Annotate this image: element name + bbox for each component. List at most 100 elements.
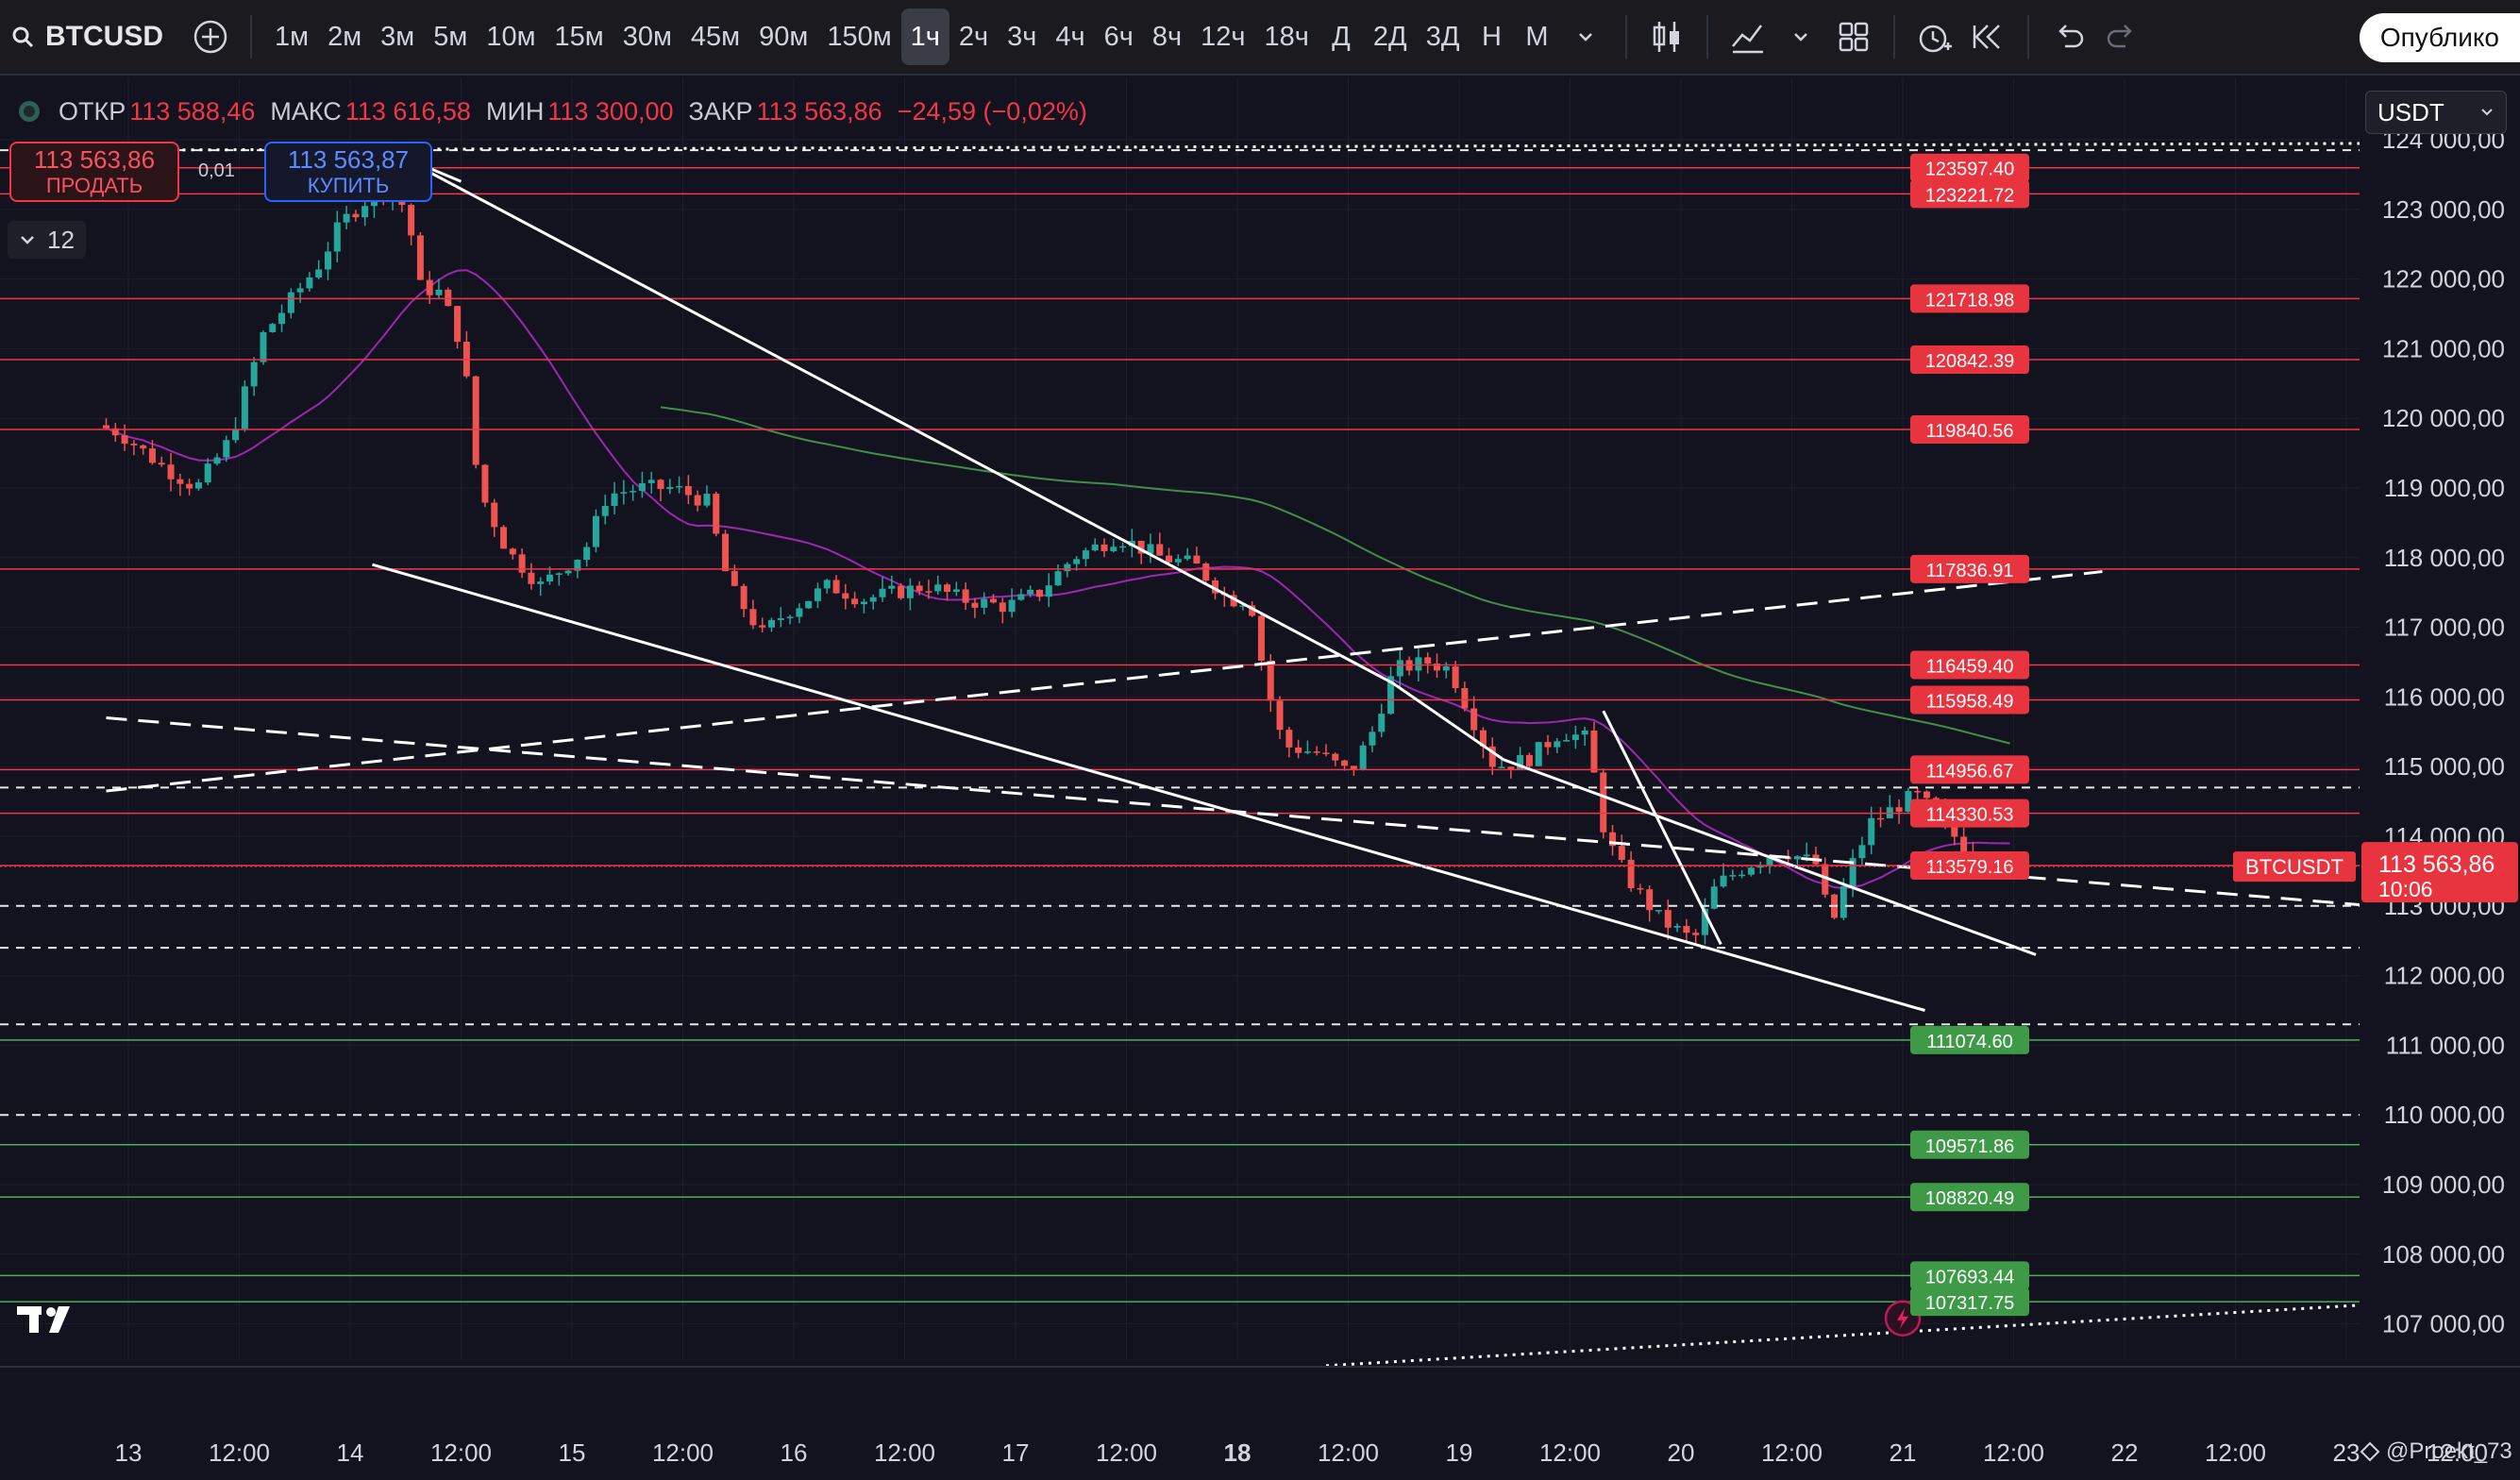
candle-body	[1174, 559, 1182, 563]
timeframe-3ч[interactable]: 3ч	[1007, 21, 1037, 52]
time-tick-label: 23	[2333, 1438, 2360, 1467]
candle-body	[1525, 754, 1533, 766]
time-tick-label: 12:00	[1096, 1438, 1157, 1467]
candle-body	[1045, 585, 1052, 597]
change-value: −24,59 (−0,02%)	[897, 96, 1087, 126]
watermark-text: @Proekt_73	[2386, 1438, 2512, 1464]
price-axis-background	[2360, 76, 2520, 1367]
candle-body	[611, 493, 618, 507]
timeframe-8ч[interactable]: 8ч	[1151, 21, 1183, 52]
candle-body	[1571, 734, 1579, 741]
publish-button[interactable]: Опублико	[2359, 13, 2520, 62]
candle-body	[1923, 791, 1930, 799]
indicators-dropdown[interactable]	[1774, 8, 1827, 65]
candle-body	[1137, 541, 1145, 554]
candle-body	[121, 435, 128, 445]
timeframe-15м[interactable]: 15м	[554, 21, 604, 52]
timeframe-1ч[interactable]: 1ч	[900, 8, 949, 65]
candle-body	[1415, 657, 1422, 671]
compare-symbol-button[interactable]	[184, 8, 237, 65]
timeframe-2Д[interactable]: 2Д	[1372, 21, 1407, 52]
candle-body	[1322, 752, 1330, 755]
trend-line[interactable]	[106, 570, 2103, 793]
candle-body	[1535, 742, 1542, 766]
timeframe-3м[interactable]: 3м	[380, 21, 415, 52]
candle-body	[269, 324, 277, 332]
plus-circle-icon	[193, 20, 227, 54]
timeframe-1м[interactable]: 1м	[275, 21, 310, 52]
trend-line[interactable]	[372, 563, 1925, 1012]
currency-select[interactable]: USDT	[2365, 91, 2507, 134]
candle-body	[1212, 580, 1218, 594]
candle-body	[749, 609, 757, 626]
time-tick-label: 12:00	[874, 1438, 935, 1467]
time-tick-label: 19	[1446, 1438, 1473, 1467]
timeframe-12ч[interactable]: 12ч	[1201, 21, 1246, 52]
tv-logo-icon	[17, 1306, 70, 1333]
symbol-search[interactable]: BTCUSD	[0, 0, 184, 75]
candle-body	[1202, 563, 1210, 580]
alert-button[interactable]	[1908, 8, 1961, 65]
timeframe-2ч[interactable]: 2ч	[958, 21, 989, 52]
level-price-label: 109571.86	[1925, 1136, 2015, 1157]
undo-button[interactable]	[2042, 8, 2095, 65]
time-tick-label: 16	[781, 1438, 808, 1467]
timeframe-5м[interactable]: 5м	[433, 21, 468, 52]
candle-body	[325, 251, 331, 270]
trend-line[interactable]	[106, 716, 2458, 915]
candle-body	[1442, 666, 1450, 671]
candle-body	[296, 288, 304, 293]
timeframe-30м[interactable]: 30м	[622, 21, 672, 52]
candle-body	[1766, 858, 1773, 866]
trend-line[interactable]	[106, 142, 2458, 152]
symbol-tag-label: BTCUSDT	[2245, 855, 2344, 879]
time-axis-background	[0, 1367, 2520, 1480]
candle-body	[1517, 754, 1524, 769]
candle-body	[1507, 766, 1515, 769]
buy-button[interactable]: 113 563,87 КУПИТЬ	[264, 142, 432, 202]
trend-line[interactable]	[1325, 1298, 2458, 1368]
candle-body	[408, 205, 415, 236]
timeframe-list: 1м 2м 3м 5м 10м 15м 30м 45м 90м 150м 1ч 2ч 3ч 4ч 6ч 8ч 1…	[265, 8, 1559, 65]
indicators-toggle[interactable]: 12	[8, 221, 86, 259]
timeframe-150м[interactable]: 150м	[827, 21, 892, 52]
timeframe-3Д[interactable]: 3Д	[1425, 21, 1460, 52]
candle-body	[1396, 660, 1403, 677]
price-tick-label: 116 000,00	[2384, 682, 2505, 711]
candle-body	[315, 269, 323, 278]
time-tick-label: 12:00	[430, 1438, 492, 1467]
candle-body	[1295, 747, 1302, 753]
layout-button[interactable]	[1827, 8, 1880, 65]
redo-button[interactable]	[2095, 8, 2148, 65]
candle-body	[916, 585, 923, 592]
candle-body	[1054, 571, 1062, 586]
timeframe-10м[interactable]: 10м	[486, 21, 536, 52]
chart-type-button[interactable]	[1640, 8, 1693, 65]
replay-button[interactable]	[1961, 8, 2014, 65]
candle-body	[1803, 854, 1810, 857]
indicators-button[interactable]	[1722, 8, 1774, 65]
sell-button[interactable]: 113 563,86 ПРОДАТЬ	[9, 142, 179, 202]
tradingview-logo[interactable]	[17, 1303, 77, 1341]
candle-body	[1017, 594, 1025, 600]
price-tick-label: 121 000,00	[2382, 334, 2505, 362]
timeframe-dropdown[interactable]	[1559, 8, 1612, 65]
trend-line[interactable]	[1602, 710, 1722, 946]
timeframe-2м[interactable]: 2м	[328, 21, 362, 52]
candle-body	[1387, 676, 1395, 715]
timeframe-4ч[interactable]: 4ч	[1055, 21, 1085, 52]
level-price-tag	[1910, 799, 2029, 828]
timeframe-45м[interactable]: 45м	[690, 21, 741, 52]
timeframe-Н[interactable]: Н	[1481, 21, 1502, 52]
candle-body	[1166, 555, 1173, 563]
timeframe-18ч[interactable]: 18ч	[1264, 21, 1309, 52]
timeframe-Д[interactable]: Д	[1332, 21, 1351, 52]
author-watermark: @Proekt_73	[2360, 1438, 2512, 1465]
timeframe-90м[interactable]: 90м	[759, 21, 809, 52]
spread-value: 0,01	[198, 160, 235, 181]
timeframe-М[interactable]: М	[1525, 21, 1549, 52]
candle-body	[1350, 765, 1357, 771]
time-tick-label: 12:00	[1318, 1438, 1379, 1467]
timeframe-6ч[interactable]: 6ч	[1103, 21, 1134, 52]
